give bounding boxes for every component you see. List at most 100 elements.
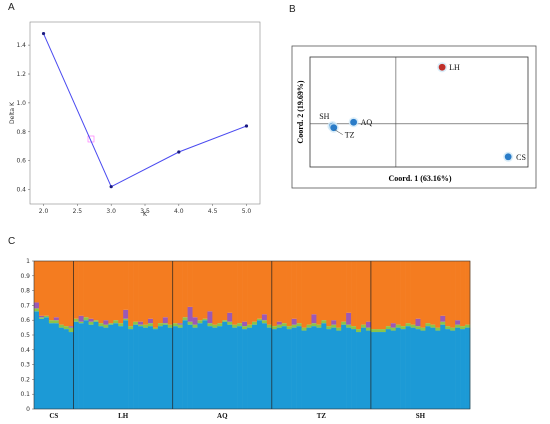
bar-segment bbox=[93, 320, 99, 322]
bar-segment bbox=[48, 323, 55, 409]
bar-segment bbox=[301, 327, 307, 331]
bar-segment bbox=[440, 324, 446, 409]
y-tick-label: 1 bbox=[26, 258, 30, 265]
bar-segment bbox=[455, 261, 461, 321]
bar-segment bbox=[321, 323, 327, 409]
bar-segment bbox=[247, 327, 253, 409]
bar-segment bbox=[147, 318, 154, 324]
bar-segment bbox=[390, 327, 396, 331]
bar-segment bbox=[390, 323, 396, 328]
bar-segment bbox=[247, 324, 253, 328]
bar-segment bbox=[58, 261, 65, 325]
bar-segment bbox=[157, 323, 164, 327]
bar-segment bbox=[123, 318, 129, 321]
bar-segment bbox=[138, 324, 144, 327]
point-label: TZ bbox=[345, 131, 355, 140]
x-tick-label: 2.0 bbox=[39, 208, 49, 215]
bar-segment bbox=[252, 321, 258, 325]
bar-segment bbox=[346, 312, 352, 325]
bar-segment bbox=[331, 327, 337, 409]
bar-segment bbox=[118, 261, 124, 324]
bar-segment bbox=[380, 329, 387, 333]
bar-segment bbox=[83, 261, 89, 318]
bar-segment bbox=[400, 329, 406, 409]
bar-segment bbox=[128, 326, 134, 330]
bar-segment bbox=[177, 324, 183, 328]
point-label: LH bbox=[449, 63, 460, 72]
bar-segment bbox=[326, 326, 332, 330]
bar-segment bbox=[68, 332, 74, 409]
bar-segment bbox=[83, 317, 89, 321]
bar-segment bbox=[435, 261, 441, 328]
bar-segment bbox=[415, 326, 421, 330]
bar-segment bbox=[108, 324, 114, 409]
bar-segment bbox=[237, 261, 243, 324]
bar-segment bbox=[331, 320, 337, 325]
bar-segment bbox=[336, 261, 342, 328]
bar-segment bbox=[192, 327, 198, 409]
bar-segment bbox=[311, 323, 317, 327]
bar-segment bbox=[172, 261, 178, 324]
y-tick-label: 1.4 bbox=[16, 42, 26, 49]
bar-segment bbox=[43, 315, 50, 318]
bar-segment bbox=[455, 327, 461, 409]
bar-segment bbox=[34, 311, 40, 409]
bar-segment bbox=[152, 329, 159, 409]
bar-segment bbox=[118, 326, 124, 409]
bar-segment bbox=[390, 330, 396, 409]
bar-segment bbox=[365, 330, 372, 409]
bar-segment bbox=[346, 327, 352, 409]
structure-chart: 0 0.1 0.2 0.3 0.4 0.5 0.6 0.7 0.8 0.9 1 CS LH AQ TZ SH bbox=[20, 258, 471, 420]
x-tick-label: 4.0 bbox=[174, 208, 184, 215]
bar-segment bbox=[133, 321, 139, 325]
bar-segment bbox=[123, 261, 129, 310]
bar-segment bbox=[88, 321, 94, 325]
bar-segment bbox=[266, 327, 273, 409]
y-tick-label: 0.6 bbox=[20, 317, 30, 324]
bar-segment bbox=[306, 324, 312, 328]
bar-segment bbox=[177, 327, 183, 409]
bar-segment bbox=[38, 318, 45, 409]
bar-segment bbox=[227, 261, 233, 313]
group-label-lh: LH bbox=[118, 412, 129, 420]
bar-segment bbox=[108, 261, 114, 324]
bar-segment bbox=[405, 261, 411, 324]
bar-segment bbox=[341, 324, 347, 409]
bar-segment bbox=[217, 261, 223, 324]
bar-segment bbox=[98, 323, 104, 327]
x-tick-label: 3.5 bbox=[140, 208, 150, 215]
bar-segment bbox=[43, 317, 50, 409]
bar-segment bbox=[187, 306, 193, 322]
bar-segment bbox=[296, 326, 302, 409]
bar-segment bbox=[375, 261, 382, 330]
bar-segment bbox=[138, 321, 144, 325]
y-tick-label: 0.4 bbox=[16, 187, 26, 194]
bar-segment bbox=[88, 318, 94, 322]
bar-segment bbox=[38, 315, 45, 318]
bar-segment bbox=[370, 261, 377, 330]
bar-segment bbox=[400, 326, 406, 330]
bar-segment bbox=[415, 329, 421, 409]
bar-segment bbox=[63, 326, 69, 330]
bar-segment bbox=[291, 318, 297, 325]
point-label: SH bbox=[319, 112, 329, 121]
bar-segment bbox=[385, 261, 392, 327]
bar-segment bbox=[212, 327, 218, 409]
group-label-aq: AQ bbox=[217, 412, 228, 420]
bar-segment bbox=[465, 327, 471, 409]
bar-segment bbox=[197, 323, 203, 409]
bar-segment bbox=[271, 329, 278, 409]
bar-segment bbox=[217, 323, 223, 327]
bar-segment bbox=[63, 261, 69, 327]
bar-segment bbox=[395, 327, 401, 409]
bar-segment bbox=[380, 261, 387, 330]
bar-segment bbox=[103, 320, 109, 325]
bar-segment bbox=[232, 261, 238, 325]
bar-segment bbox=[237, 323, 243, 327]
bar-segment bbox=[103, 327, 109, 409]
bar-segment bbox=[147, 326, 154, 409]
bar-segment bbox=[48, 320, 55, 324]
bar-segment bbox=[222, 321, 228, 409]
bar-segment bbox=[256, 261, 263, 319]
bar-segment bbox=[415, 318, 421, 327]
